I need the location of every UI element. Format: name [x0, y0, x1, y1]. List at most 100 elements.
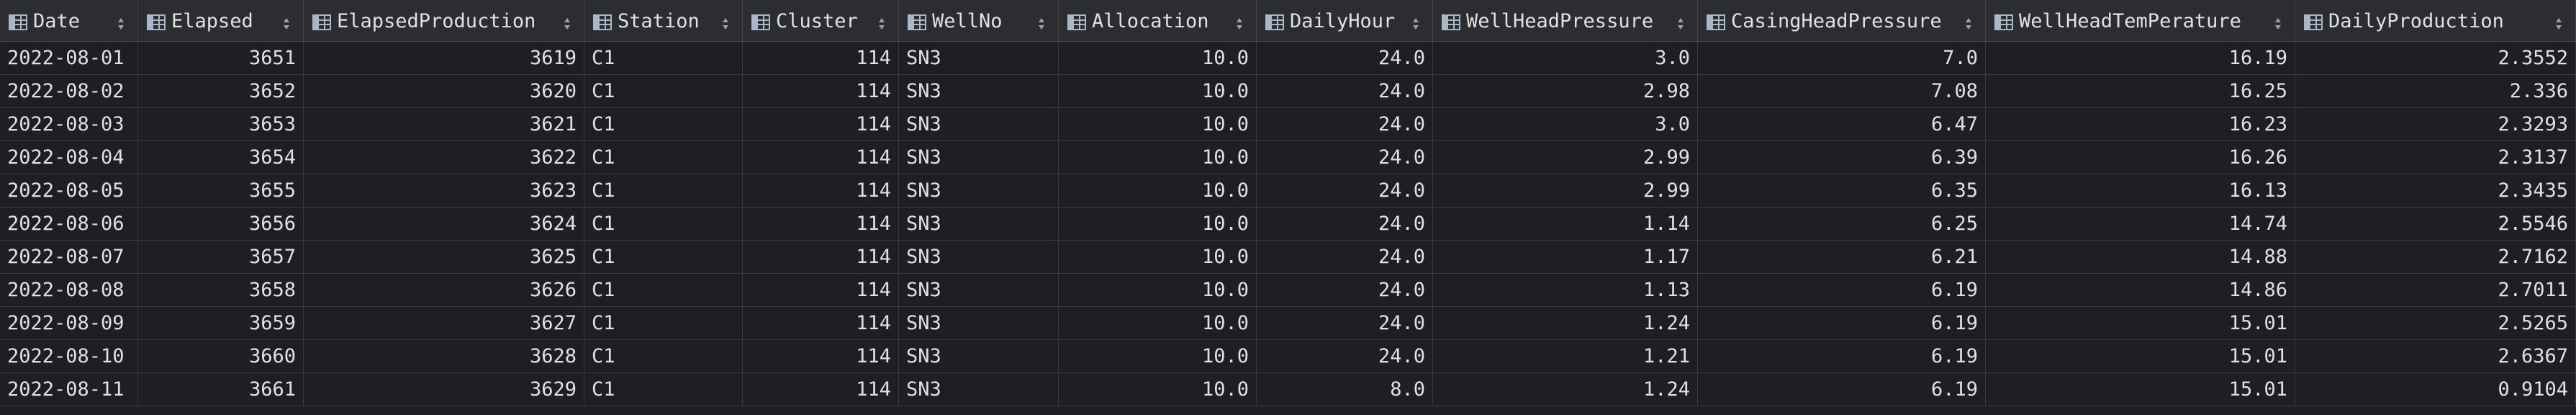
table-cell[interactable]: 2022-08-01 [0, 42, 138, 75]
table-cell[interactable]: 8.0 [1257, 373, 1433, 406]
table-cell[interactable]: 7.08 [1698, 75, 1986, 108]
table-cell[interactable]: C1 [584, 174, 743, 208]
table-cell[interactable]: SN3 [899, 241, 1059, 274]
table-cell[interactable]: SN3 [899, 75, 1059, 108]
table-cell[interactable]: SN3 [899, 307, 1059, 340]
table-cell[interactable]: SN3 [899, 373, 1059, 406]
column-header[interactable]: Cluster [743, 0, 899, 42]
table-row[interactable]: 2022-08-05 3655 3623 C1 114 SN3 10.0 24.0 2.99 6.… [0, 174, 2576, 208]
table-cell[interactable]: C1 [584, 373, 743, 406]
table-cell[interactable]: 2.5546 [2295, 208, 2576, 241]
table-cell[interactable]: 2.98 [1433, 75, 1698, 108]
table-cell[interactable]: 3653 [138, 108, 304, 141]
table-cell[interactable]: C1 [584, 42, 743, 75]
table-row[interactable]: 2022-08-09 3659 3627 C1 114 SN3 10.0 24.0 1.24 6.… [0, 307, 2576, 340]
table-cell[interactable]: 2.7162 [2295, 241, 2576, 274]
table-cell[interactable]: 15.01 [1986, 373, 2295, 406]
table-cell[interactable]: 2022-08-05 [0, 174, 138, 208]
sort-arrows-icon[interactable] [1965, 14, 1972, 30]
table-cell[interactable]: 6.19 [1698, 307, 1986, 340]
table-row[interactable]: 2022-08-04 3654 3622 C1 114 SN3 10.0 24.0 2.99 6.… [0, 141, 2576, 174]
table-cell[interactable]: 14.86 [1986, 274, 2295, 307]
sort-arrows-icon[interactable] [283, 14, 290, 30]
table-cell[interactable]: 24.0 [1257, 174, 1433, 208]
table-cell[interactable]: 2.3137 [2295, 141, 2576, 174]
table-cell[interactable]: 3629 [304, 373, 584, 406]
table-cell[interactable]: 3628 [304, 340, 584, 373]
table-cell[interactable]: 3660 [138, 340, 304, 373]
table-cell[interactable]: 6.21 [1698, 241, 1986, 274]
table-cell[interactable]: 3623 [304, 174, 584, 208]
table-cell[interactable]: 2022-08-06 [0, 208, 138, 241]
table-cell[interactable]: 10.0 [1059, 241, 1257, 274]
table-cell[interactable]: 2.3435 [2295, 174, 2576, 208]
sort-arrows-icon[interactable] [1236, 14, 1243, 30]
table-cell[interactable]: C1 [584, 241, 743, 274]
table-cell[interactable]: 2022-08-02 [0, 75, 138, 108]
table-cell[interactable]: 10.0 [1059, 208, 1257, 241]
table-cell[interactable]: 10.0 [1059, 141, 1257, 174]
table-cell[interactable]: 1.13 [1433, 274, 1698, 307]
table-cell[interactable]: 24.0 [1257, 307, 1433, 340]
column-header[interactable]: CasingHeadPressure [1698, 0, 1986, 42]
table-cell[interactable]: 3.0 [1433, 108, 1698, 141]
table-cell[interactable]: SN3 [899, 42, 1059, 75]
column-header[interactable]: WellHeadPressure [1433, 0, 1698, 42]
column-header[interactable]: WellHeadTemPerature [1986, 0, 2295, 42]
table-cell[interactable]: 3621 [304, 108, 584, 141]
table-row[interactable]: 2022-08-08 3658 3626 C1 114 SN3 10.0 24.0 1.13 6.… [0, 274, 2576, 307]
table-cell[interactable]: C1 [584, 141, 743, 174]
table-cell[interactable]: SN3 [899, 108, 1059, 141]
table-cell[interactable]: 24.0 [1257, 274, 1433, 307]
table-cell[interactable]: 3619 [304, 42, 584, 75]
table-cell[interactable]: 3626 [304, 274, 584, 307]
table-cell[interactable]: 3652 [138, 75, 304, 108]
column-header[interactable]: WellNo [899, 0, 1059, 42]
table-row[interactable]: 2022-08-07 3657 3625 C1 114 SN3 10.0 24.0 1.17 6.… [0, 241, 2576, 274]
table-cell[interactable]: C1 [584, 75, 743, 108]
table-cell[interactable]: 2022-08-07 [0, 241, 138, 274]
column-header[interactable]: Station [584, 0, 743, 42]
table-cell[interactable]: 3625 [304, 241, 584, 274]
column-header[interactable]: Allocation [1059, 0, 1257, 42]
table-cell[interactable]: 6.25 [1698, 208, 1986, 241]
table-cell[interactable]: 3627 [304, 307, 584, 340]
table-row[interactable]: 2022-08-11 3661 3629 C1 114 SN3 10.0 8.0 1.24 6.1… [0, 373, 2576, 406]
table-cell[interactable]: 15.01 [1986, 340, 2295, 373]
table-cell[interactable]: 24.0 [1257, 42, 1433, 75]
table-cell[interactable]: SN3 [899, 274, 1059, 307]
table-cell[interactable]: 2.6367 [2295, 340, 2576, 373]
table-cell[interactable]: 2.336 [2295, 75, 2576, 108]
table-row[interactable]: 2022-08-01 3651 3619 C1 114 SN3 10.0 24.0 3.0 7.0… [0, 42, 2576, 75]
sort-arrows-icon[interactable] [878, 14, 885, 30]
sort-arrows-icon[interactable] [722, 14, 729, 30]
table-cell[interactable]: 114 [743, 373, 899, 406]
table-cell[interactable]: SN3 [899, 174, 1059, 208]
table-cell[interactable]: 1.24 [1433, 307, 1698, 340]
table-row[interactable]: 2022-08-10 3660 3628 C1 114 SN3 10.0 24.0 1.21 6.… [0, 340, 2576, 373]
table-cell[interactable]: 24.0 [1257, 241, 1433, 274]
table-cell[interactable]: 6.19 [1698, 373, 1986, 406]
table-cell[interactable]: 114 [743, 141, 899, 174]
sort-arrows-icon[interactable] [1038, 14, 1045, 30]
table-cell[interactable]: 16.19 [1986, 42, 2295, 75]
table-cell[interactable]: 16.23 [1986, 108, 2295, 141]
table-cell[interactable]: 7.0 [1698, 42, 1986, 75]
table-cell[interactable]: 3620 [304, 75, 584, 108]
table-cell[interactable]: 114 [743, 108, 899, 141]
table-cell[interactable]: 3624 [304, 208, 584, 241]
table-cell[interactable]: 114 [743, 241, 899, 274]
table-cell[interactable]: 16.25 [1986, 75, 2295, 108]
table-cell[interactable]: 2022-08-08 [0, 274, 138, 307]
sort-arrows-icon[interactable] [117, 14, 125, 30]
table-cell[interactable]: C1 [584, 274, 743, 307]
column-header[interactable]: DailyHour [1257, 0, 1433, 42]
table-cell[interactable]: 2022-08-04 [0, 141, 138, 174]
sort-arrows-icon[interactable] [2555, 14, 2562, 30]
table-cell[interactable]: SN3 [899, 141, 1059, 174]
table-cell[interactable]: 10.0 [1059, 174, 1257, 208]
table-cell[interactable]: 14.74 [1986, 208, 2295, 241]
table-cell[interactable]: 3.0 [1433, 42, 1698, 75]
table-cell[interactable]: 6.19 [1698, 340, 1986, 373]
table-cell[interactable]: 114 [743, 274, 899, 307]
